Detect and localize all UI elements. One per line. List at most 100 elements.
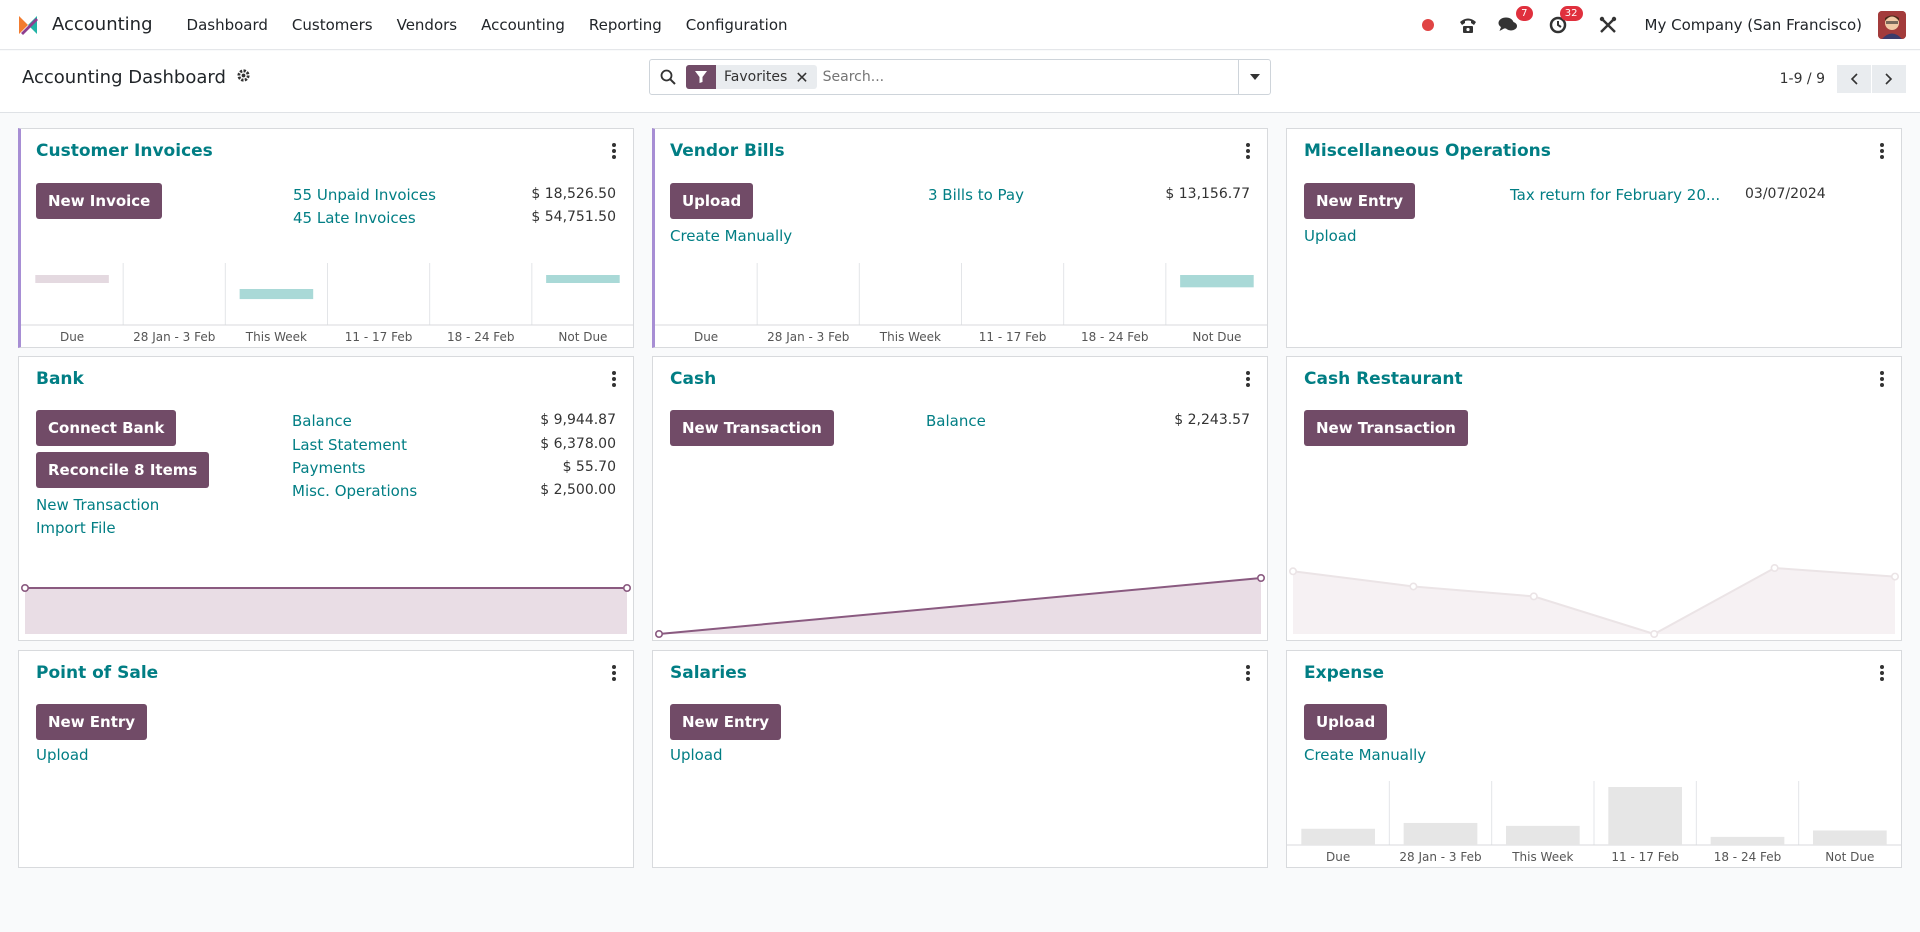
- new-transaction-button[interactable]: New Transaction: [670, 410, 834, 446]
- cash-card: Cash New Transaction Balance $ 2,243.57: [652, 356, 1268, 641]
- chart-point[interactable]: [1890, 572, 1899, 581]
- create-manually-link[interactable]: Create Manually: [670, 227, 793, 245]
- card-title[interactable]: Cash: [670, 369, 717, 389]
- page-title: Accounting Dashboard: [22, 67, 251, 88]
- chart-bar[interactable]: [1710, 836, 1785, 845]
- kebab-menu-icon[interactable]: [1245, 143, 1251, 159]
- kebab-menu-icon[interactable]: [1245, 665, 1251, 681]
- last-statement-link[interactable]: Last Statement: [292, 436, 407, 454]
- upload-link[interactable]: Upload: [36, 746, 89, 764]
- import-file-link[interactable]: Import File: [36, 519, 116, 537]
- chart-point[interactable]: [1770, 564, 1779, 573]
- bills-to-pay-link[interactable]: 3 Bills to Pay: [928, 186, 1024, 204]
- misc-operations-amount: $ 2,500.00: [540, 482, 616, 498]
- new-transaction-link[interactable]: New Transaction: [36, 496, 160, 514]
- card-title[interactable]: Vendor Bills: [670, 141, 785, 161]
- user-avatar[interactable]: [1878, 11, 1906, 39]
- card-title[interactable]: Salaries: [670, 663, 747, 683]
- chart-x-label: This Week: [245, 330, 307, 344]
- pager-value[interactable]: 1-9 / 9: [1779, 71, 1825, 87]
- chart-x-label: Due: [60, 330, 84, 344]
- chart-x-label: 28 Jan - 3 Feb: [133, 330, 215, 344]
- chart-point[interactable]: [20, 584, 30, 593]
- upload-bill-button[interactable]: Upload: [670, 183, 754, 219]
- new-entry-button[interactable]: New Entry: [670, 704, 782, 740]
- bank-balance-link[interactable]: Balance: [292, 412, 352, 430]
- chart-x-label: 28 Jan - 3 Feb: [1399, 850, 1481, 864]
- pager-previous-button[interactable]: [1837, 65, 1871, 93]
- chart-x-label: This Week: [879, 330, 941, 344]
- chart-point[interactable]: [1529, 592, 1538, 601]
- gear-icon[interactable]: [236, 68, 251, 87]
- chart-point[interactable]: [622, 584, 631, 593]
- recording-dot-icon[interactable]: [1415, 12, 1441, 38]
- menu-reporting[interactable]: Reporting: [588, 15, 662, 34]
- chart-bar[interactable]: [1812, 830, 1887, 846]
- messages-icon[interactable]: 7: [1495, 6, 1533, 38]
- chart-point[interactable]: [654, 629, 664, 638]
- chart-bar[interactable]: [1301, 828, 1376, 845]
- card-title[interactable]: Customer Invoices: [36, 141, 213, 161]
- create-manually-link[interactable]: Create Manually: [1304, 746, 1427, 764]
- facet-remove-icon[interactable]: ✕: [795, 67, 809, 87]
- unpaid-invoices-link[interactable]: 55 Unpaid Invoices: [293, 186, 436, 204]
- phone-icon[interactable]: [1455, 12, 1481, 38]
- chart-point[interactable]: [1256, 574, 1265, 583]
- chart-bar[interactable]: [35, 275, 109, 283]
- chart-bar[interactable]: [1608, 787, 1683, 845]
- bank-card: Bank Connect Bank Reconcile 8 Items New …: [18, 356, 634, 641]
- cash-balance-link[interactable]: Balance: [926, 412, 986, 430]
- card-title[interactable]: Cash Restaurant: [1304, 369, 1463, 389]
- bills-to-pay-amount: $ 13,156.77: [1165, 186, 1250, 202]
- chart-bar[interactable]: [1180, 275, 1254, 288]
- accounting-app-icon[interactable]: [16, 13, 40, 37]
- chart-x-label: This Week: [1511, 850, 1573, 864]
- menu-accounting[interactable]: Accounting: [481, 15, 565, 34]
- misc-operations-link[interactable]: Misc. Operations: [292, 482, 418, 500]
- chart-bar[interactable]: [1403, 822, 1478, 845]
- search-icon[interactable]: [650, 60, 686, 94]
- cash-restaurant-card: Cash Restaurant New Transaction: [1286, 356, 1902, 641]
- new-entry-button[interactable]: New Entry: [1304, 183, 1416, 219]
- menu-customers[interactable]: Customers: [291, 15, 373, 34]
- activity-clock-icon[interactable]: 32: [1545, 6, 1583, 38]
- chart-bar[interactable]: [1505, 825, 1580, 845]
- card-title[interactable]: Expense: [1304, 663, 1385, 683]
- card-title[interactable]: Miscellaneous Operations: [1304, 141, 1551, 161]
- search-input[interactable]: [822, 62, 1238, 92]
- new-entry-button[interactable]: New Entry: [36, 704, 148, 740]
- kebab-menu-icon[interactable]: [611, 665, 617, 681]
- card-title[interactable]: Point of Sale: [36, 663, 159, 683]
- menu-dashboard[interactable]: Dashboard: [186, 15, 268, 34]
- connect-bank-button[interactable]: Connect Bank: [36, 410, 177, 446]
- chart-x-label: 11 - 17 Feb: [345, 330, 413, 344]
- upload-link[interactable]: Upload: [1304, 227, 1357, 245]
- company-switcher[interactable]: My Company (San Francisco): [1644, 16, 1862, 34]
- card-title[interactable]: Bank: [36, 369, 84, 389]
- chart-bar[interactable]: [239, 289, 314, 300]
- kebab-menu-icon[interactable]: [611, 143, 617, 159]
- app-name[interactable]: Accounting: [52, 14, 153, 35]
- debug-tools-icon[interactable]: [1595, 12, 1621, 38]
- kebab-menu-icon[interactable]: [611, 371, 617, 387]
- menu-vendors[interactable]: Vendors: [396, 15, 458, 34]
- kebab-menu-icon[interactable]: [1879, 371, 1885, 387]
- reconcile-items-button[interactable]: Reconcile 8 Items: [36, 452, 210, 488]
- late-invoices-link[interactable]: 45 Late Invoices: [293, 209, 416, 227]
- upload-expense-button[interactable]: Upload: [1304, 704, 1388, 740]
- kebab-menu-icon[interactable]: [1245, 371, 1251, 387]
- chart-bar[interactable]: [546, 275, 620, 283]
- chart-point[interactable]: [1288, 567, 1298, 576]
- search-options-toggle[interactable]: [1238, 60, 1270, 94]
- menu-configuration[interactable]: Configuration: [685, 15, 788, 34]
- upload-link[interactable]: Upload: [670, 746, 723, 764]
- chart-point[interactable]: [1650, 630, 1659, 639]
- new-transaction-button[interactable]: New Transaction: [1304, 410, 1468, 446]
- payments-link[interactable]: Payments: [292, 459, 366, 477]
- kebab-menu-icon[interactable]: [1879, 143, 1885, 159]
- misc-entry-link[interactable]: Tax return for February 20...: [1510, 186, 1721, 204]
- kebab-menu-icon[interactable]: [1879, 665, 1885, 681]
- chart-point[interactable]: [1409, 582, 1418, 591]
- pager-next-button[interactable]: [1872, 65, 1906, 93]
- new-invoice-button[interactable]: New Invoice: [36, 183, 163, 219]
